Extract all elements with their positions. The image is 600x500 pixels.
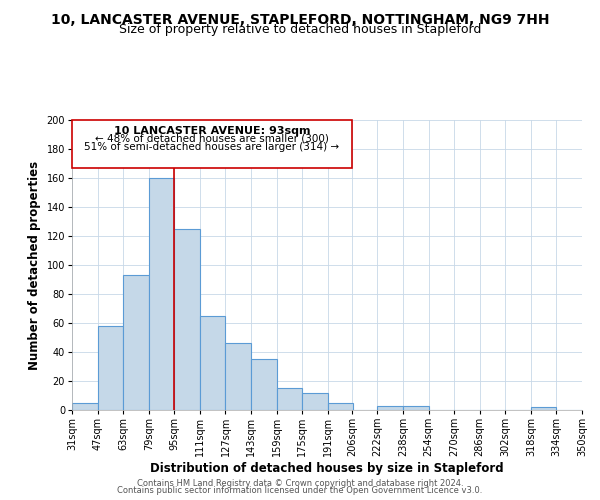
Bar — [72, 120, 352, 168]
Text: Contains HM Land Registry data © Crown copyright and database right 2024.: Contains HM Land Registry data © Crown c… — [137, 478, 463, 488]
Bar — [302, 392, 328, 410]
Text: ← 48% of detached houses are smaller (300): ← 48% of detached houses are smaller (30… — [95, 133, 329, 143]
Bar — [200, 316, 226, 410]
Bar — [123, 275, 149, 410]
X-axis label: Distribution of detached houses by size in Stapleford: Distribution of detached houses by size … — [150, 462, 504, 475]
Bar — [403, 406, 428, 410]
Text: 10 LANCASTER AVENUE: 93sqm: 10 LANCASTER AVENUE: 93sqm — [113, 126, 310, 136]
Bar — [72, 403, 98, 410]
Text: 51% of semi-detached houses are larger (314) →: 51% of semi-detached houses are larger (… — [85, 142, 340, 152]
Y-axis label: Number of detached properties: Number of detached properties — [28, 160, 41, 370]
Text: Contains public sector information licensed under the Open Government Licence v3: Contains public sector information licen… — [118, 486, 482, 495]
Text: Size of property relative to detached houses in Stapleford: Size of property relative to detached ho… — [119, 22, 481, 36]
Bar — [98, 326, 123, 410]
Bar — [251, 359, 277, 410]
Bar — [226, 344, 251, 410]
Bar — [149, 178, 175, 410]
Bar — [531, 407, 556, 410]
Text: 10, LANCASTER AVENUE, STAPLEFORD, NOTTINGHAM, NG9 7HH: 10, LANCASTER AVENUE, STAPLEFORD, NOTTIN… — [51, 12, 549, 26]
Bar — [328, 403, 353, 410]
Bar — [277, 388, 302, 410]
Bar — [175, 229, 200, 410]
Bar — [377, 406, 403, 410]
